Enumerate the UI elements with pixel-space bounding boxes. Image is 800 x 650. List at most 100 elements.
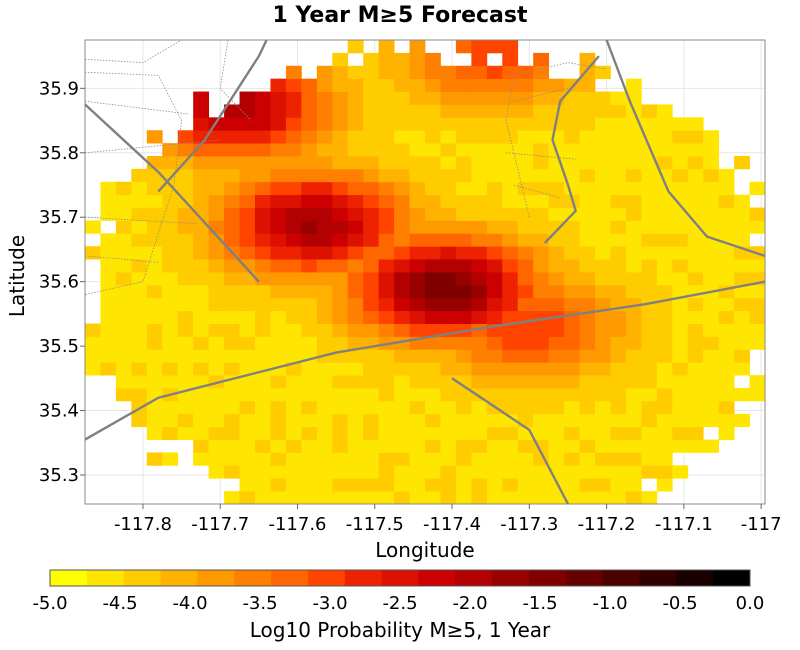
- heatmap-cell: [703, 310, 720, 324]
- heatmap-cell: [564, 168, 580, 183]
- heatmap-cell: [224, 259, 240, 273]
- heatmap-cell: [332, 52, 349, 67]
- heatmap-cell: [533, 156, 550, 170]
- heatmap-cell: [595, 181, 611, 196]
- heatmap-cell: [625, 388, 642, 402]
- heatmap-cell: [270, 143, 287, 157]
- heatmap-cell: [610, 491, 627, 505]
- heatmap-cell: [486, 117, 503, 131]
- heatmap-cell: [378, 362, 395, 376]
- heatmap-cell: [672, 297, 689, 312]
- heatmap-cell: [316, 413, 333, 428]
- heatmap-cell: [378, 452, 395, 466]
- heatmap-cell: [595, 130, 611, 144]
- heatmap-cell: [502, 104, 519, 118]
- heatmap-cell: [394, 233, 410, 247]
- boundary-line: [505, 62, 607, 121]
- heatmap-cell: [332, 156, 349, 170]
- heatmap-cell: [270, 284, 287, 299]
- heatmap-cell: [471, 246, 488, 260]
- heatmap-cell: [332, 104, 349, 118]
- heatmap-cell: [332, 65, 349, 80]
- heatmap-cell: [548, 426, 565, 440]
- heatmap-cell: [641, 259, 658, 273]
- heatmap-cell: [595, 452, 611, 466]
- heatmap-cell: [595, 104, 611, 118]
- heatmap-cell: [672, 400, 689, 415]
- heatmap-cell: [146, 349, 163, 363]
- heatmap-cell: [579, 400, 596, 415]
- heatmap-cell: [146, 259, 163, 273]
- heatmap-cell: [718, 426, 735, 440]
- heatmap-cell: [162, 362, 179, 376]
- heatmap-cell: [533, 284, 550, 299]
- heatmap-cell: [301, 388, 318, 402]
- heatmap-cell: [548, 388, 565, 402]
- heatmap-cell: [409, 181, 426, 196]
- heatmap-cell: [363, 207, 380, 221]
- heatmap-cell: [363, 65, 380, 80]
- heatmap-cell: [115, 194, 132, 208]
- heatmap-cell: [455, 478, 472, 492]
- heatmap-cell: [656, 194, 673, 208]
- heatmap-cell: [579, 297, 596, 312]
- heatmap-cell: [270, 78, 287, 92]
- heatmap-cell: [425, 233, 441, 247]
- heatmap-cell: [347, 388, 364, 402]
- boundary-line: [513, 184, 561, 199]
- heatmap-cell: [595, 259, 611, 273]
- heatmap-cell: [425, 400, 441, 415]
- x-axis-label: Longitude: [375, 538, 474, 562]
- heatmap-cell: [332, 143, 349, 157]
- heatmap-cell: [301, 284, 318, 299]
- heatmap-cell: [425, 491, 441, 505]
- heatmap-cell: [270, 220, 287, 234]
- heatmap-cell: [316, 465, 333, 479]
- heatmap-cell: [285, 220, 302, 234]
- heatmap-cell: [533, 130, 550, 144]
- colorbar-swatch: [307, 570, 346, 586]
- heatmap-cell: [394, 375, 410, 389]
- heatmap-cell: [533, 310, 550, 324]
- heatmap-cell: [625, 259, 642, 273]
- heatmap-cell: [517, 143, 534, 157]
- heatmap-cell: [625, 478, 642, 492]
- heatmap-cell: [146, 220, 163, 234]
- heatmap-cell: [687, 143, 704, 157]
- heatmap-cell: [177, 272, 194, 286]
- heatmap-cell: [224, 272, 240, 286]
- heatmap-cell: [564, 465, 580, 479]
- boundary-line: [84, 216, 198, 225]
- heatmap-cell: [455, 194, 472, 208]
- heatmap-cell: [471, 349, 488, 363]
- heatmap-cell: [378, 413, 395, 428]
- heatmap-cell: [378, 156, 395, 170]
- heatmap-cell: [347, 272, 364, 286]
- heatmap-cell: [502, 284, 519, 299]
- heatmap-cell: [255, 233, 271, 247]
- heatmap-cell: [394, 310, 410, 324]
- heatmap-cell: [409, 400, 426, 415]
- heatmap-cell: [548, 413, 565, 428]
- heatmap-cell: [595, 143, 611, 157]
- heatmap-cell: [146, 194, 163, 208]
- heatmap-cell: [440, 297, 457, 312]
- heatmap-cell: [394, 143, 410, 157]
- heatmap-cell: [378, 91, 395, 105]
- heatmap-cell: [641, 439, 658, 453]
- heatmap-cell: [425, 465, 441, 479]
- heatmap-cell: [316, 297, 333, 312]
- heatmap-cell: [471, 297, 488, 312]
- heatmap-cell: [394, 52, 410, 67]
- heatmap-cell: [656, 478, 673, 492]
- heatmap-cell: [564, 323, 580, 337]
- heatmap-cell: [440, 207, 457, 221]
- heatmap-cell: [208, 336, 225, 350]
- heatmap-cell: [301, 168, 318, 183]
- heatmap-cell: [193, 439, 210, 453]
- heatmap-cell: [131, 310, 148, 324]
- heatmap-cell: [440, 143, 457, 157]
- heatmap-cell: [656, 259, 673, 273]
- heatmap-cell: [548, 323, 565, 337]
- heatmap-cell: [131, 220, 148, 234]
